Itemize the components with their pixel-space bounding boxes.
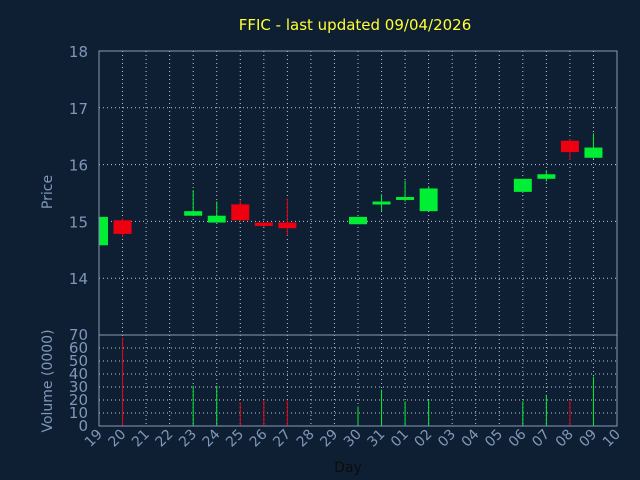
x-tick-label: 04 — [459, 426, 483, 450]
candle-body — [349, 216, 367, 225]
candle-body — [207, 215, 226, 223]
price-axis-label: Price — [40, 175, 56, 209]
x-tick-label: 07 — [529, 427, 553, 451]
price-ticks: 18 17 16 15 14 — [69, 43, 88, 288]
candle-body — [254, 222, 273, 226]
volume-tick-label: 20 — [69, 391, 88, 409]
x-tick-label: 06 — [506, 426, 530, 450]
x-tick-label: 10 — [600, 427, 624, 451]
price-tick-label: 16 — [69, 157, 88, 175]
x-tick-label: 01 — [388, 427, 412, 451]
x-tick-label: 23 — [176, 427, 200, 451]
volume-bars — [122, 337, 594, 426]
volume-panel-border — [98, 334, 618, 427]
candle-body — [396, 196, 415, 200]
volume-tick-label: 0 — [78, 417, 88, 435]
candle-body — [99, 216, 108, 246]
x-tick-label: 05 — [482, 427, 506, 451]
x-axis-label: Day — [334, 460, 362, 476]
x-tick-label: 24 — [200, 426, 224, 450]
x-tick-label: 28 — [294, 427, 318, 451]
candle-body — [537, 174, 556, 179]
x-tick-label: 25 — [223, 427, 247, 451]
price-panel-border — [98, 50, 618, 336]
volume-tick-label: 70 — [69, 326, 88, 344]
candle-body — [584, 147, 603, 158]
candle-body — [513, 178, 532, 192]
x-tick-label: 22 — [153, 427, 177, 451]
price-tick-label: 17 — [69, 100, 88, 118]
volume-tick-label: 30 — [69, 378, 88, 396]
volume-tick-label: 50 — [69, 352, 88, 370]
x-tick-label: 26 — [247, 426, 271, 450]
x-tick-label: 27 — [270, 427, 294, 451]
candle-body — [113, 220, 132, 234]
x-tick-label: 02 — [412, 427, 436, 451]
volume-tick-label: 10 — [69, 404, 88, 422]
x-tick-label: 03 — [435, 427, 459, 451]
candle-body — [372, 201, 391, 205]
x-tick-label: 29 — [317, 427, 341, 451]
price-grid — [99, 51, 617, 335]
candle-body — [231, 204, 250, 221]
candles — [98, 133, 603, 246]
volume-tick-label: 40 — [69, 365, 88, 383]
price-tick-label: 15 — [69, 213, 88, 231]
x-tick-label: 31 — [364, 427, 388, 451]
volume-tick-label: 60 — [69, 339, 88, 357]
candle-body — [184, 211, 203, 216]
chart-title: FFIC - last updated 09/04/2026 — [239, 16, 472, 34]
x-tick-label: 21 — [129, 427, 153, 451]
candle-body — [419, 188, 438, 212]
price-tick-label: 14 — [69, 270, 88, 288]
candle-body — [278, 222, 297, 229]
x-tick-label: 20 — [105, 427, 129, 451]
candle-body — [560, 140, 579, 153]
price-tick-label: 18 — [69, 43, 88, 61]
x-tick-label: 30 — [341, 427, 365, 451]
x-ticks: 19 20 21 22 23 24 25 26 27 28 29 30 31 01 02 03 04 05 06 07… — [82, 426, 624, 450]
x-tick-label: 09 — [576, 427, 600, 451]
volume-axis-label: Volume (0000) — [40, 329, 56, 432]
x-tick-label: 08 — [553, 427, 577, 451]
